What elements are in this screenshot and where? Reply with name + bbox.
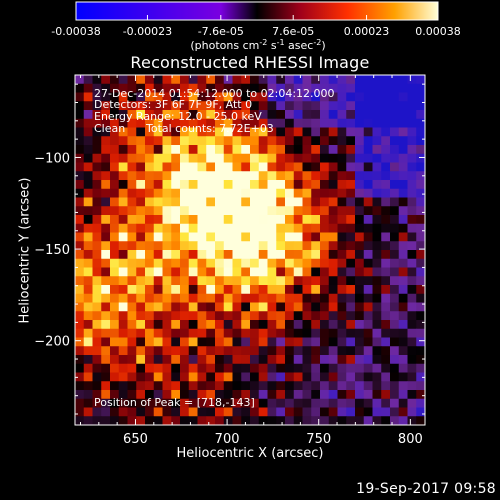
colorbar-tick-label: 0.00038 bbox=[415, 25, 461, 38]
annotation-time: 27-Dec-2014 01:54:12.000 to 02:04:12.000 bbox=[94, 87, 335, 100]
x-tick-label: 700 bbox=[215, 432, 240, 447]
colorbar-gradient bbox=[75, 1, 439, 21]
heatmap-cells bbox=[75, 75, 426, 426]
x-tick-label: 800 bbox=[398, 432, 423, 447]
y-axis-label: Heliocentric Y (arcsec) bbox=[17, 177, 33, 324]
colorbar-tick-label: -7.6e-05 bbox=[198, 25, 244, 38]
y-tick-label: −150 bbox=[34, 243, 70, 258]
chart-title: Reconstructed RHESSI Image bbox=[130, 53, 370, 72]
annotation-peak: Position of Peak = [718,-143] bbox=[94, 396, 255, 409]
colorbar-unit: (photons cm-2 s-1 asec-2) bbox=[190, 38, 325, 52]
footer-date: 19-Sep-2017 09:58 bbox=[356, 481, 496, 497]
y-tick-label: −200 bbox=[34, 335, 70, 350]
colorbar: -0.00038 -0.00023 -7.6e-05 7.6e-05 0.00023 0.… bbox=[51, 1, 461, 52]
x-tick-label: 650 bbox=[123, 432, 148, 447]
x-axis: 650 700 750 800 bbox=[79, 75, 423, 447]
annotation-detectors: Detectors: 3F 6F 7F 9F, Att 0 bbox=[94, 98, 253, 111]
colorbar-tick-label: 0.00023 bbox=[344, 25, 390, 38]
colorbar-tick-label: -0.00038 bbox=[51, 25, 100, 38]
colorbar-tick-label: -0.00023 bbox=[123, 25, 172, 38]
colorbar-ticks: -0.00038 -0.00023 -7.6e-05 7.6e-05 0.00023 0.… bbox=[51, 15, 461, 38]
plot-frame bbox=[74, 74, 426, 426]
y-tick-label: −100 bbox=[34, 151, 70, 166]
x-axis-label: Heliocentric X (arcsec) bbox=[176, 446, 324, 461]
x-tick-label: 750 bbox=[306, 432, 331, 447]
annotation-clean: Clean bbox=[94, 122, 126, 135]
y-axis: −200 −150 −100 bbox=[34, 83, 425, 415]
annotation-energy: Energy Range: 12.0 - 25.0 keV bbox=[94, 110, 262, 123]
colorbar-tick-label: 7.6e-05 bbox=[272, 25, 314, 38]
annotation-counts: Total counts: 7.72E+03 bbox=[146, 122, 274, 135]
